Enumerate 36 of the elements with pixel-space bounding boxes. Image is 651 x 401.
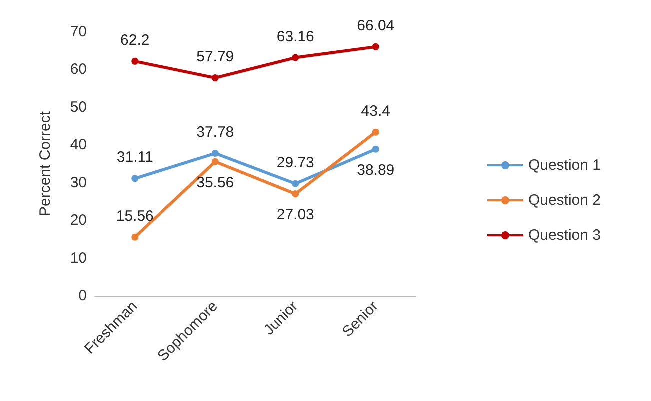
y-axis-title: Percent Correct xyxy=(37,110,54,217)
y-tick-label: 40 xyxy=(70,136,87,154)
y-tick-label: 70 xyxy=(70,24,87,40)
data-label: 66.04 xyxy=(357,17,395,34)
y-tick-label: 30 xyxy=(70,174,87,192)
y-tick-label: 0 xyxy=(78,288,87,304)
data-label: 35.56 xyxy=(196,174,234,192)
point xyxy=(292,180,300,188)
y-tick-label: 20 xyxy=(70,212,87,230)
y-tick-label: 60 xyxy=(70,61,87,78)
legend-label: Question 1 xyxy=(528,157,601,174)
data-label: 62.2 xyxy=(120,32,150,49)
data-label: 38.89 xyxy=(357,162,395,179)
data-label: 31.11 xyxy=(116,149,154,166)
data-label: 15.56 xyxy=(116,208,154,225)
legend-label: Question 3 xyxy=(528,227,601,244)
data-label: 63.16 xyxy=(276,28,314,46)
y-tick-label: 50 xyxy=(70,98,87,116)
point xyxy=(372,43,380,50)
data-label: 57.79 xyxy=(196,48,234,66)
point xyxy=(292,54,300,62)
point xyxy=(372,128,380,136)
data-label: 29.73 xyxy=(276,154,314,172)
point xyxy=(212,158,219,166)
data-label: 27.03 xyxy=(276,206,314,224)
data-label: 43.4 xyxy=(361,102,390,120)
legend-label: Question 2 xyxy=(528,192,601,209)
point xyxy=(132,234,139,241)
point xyxy=(132,58,139,65)
data-label: 37.78 xyxy=(196,124,234,142)
point xyxy=(372,146,380,153)
y-tick-label: 10 xyxy=(70,250,87,267)
point xyxy=(212,150,219,158)
point xyxy=(132,175,139,182)
point xyxy=(292,190,300,198)
point xyxy=(212,74,219,82)
